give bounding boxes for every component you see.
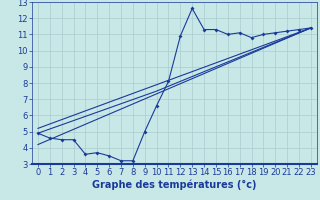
X-axis label: Graphe des températures (°c): Graphe des températures (°c) [92,180,257,190]
